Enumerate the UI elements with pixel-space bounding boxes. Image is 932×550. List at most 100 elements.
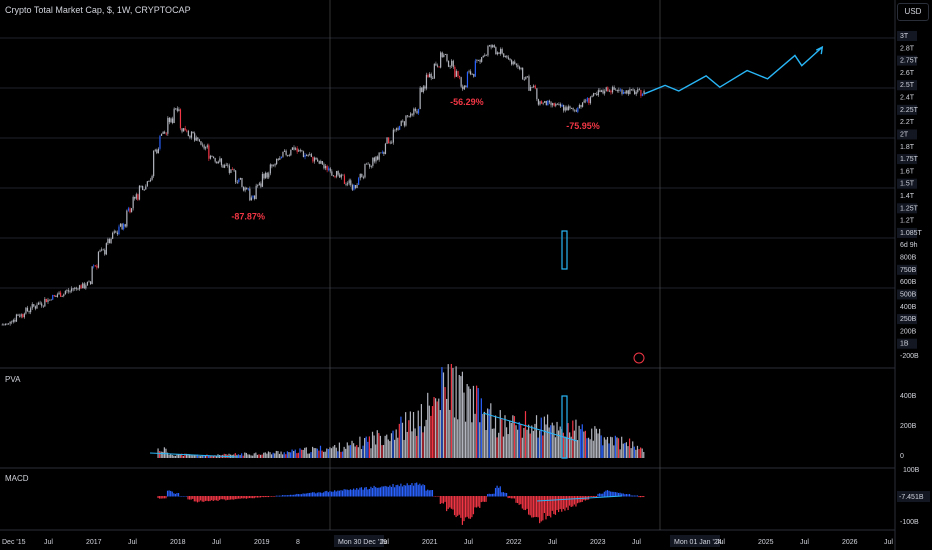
price-candle [231, 169, 234, 171]
price-candle [370, 165, 372, 167]
price-candle [622, 92, 625, 94]
volume-bar [624, 443, 626, 458]
volume-bar [605, 439, 607, 458]
price-tick-box-8 [897, 129, 917, 140]
price-candle [228, 165, 230, 173]
price-candle [186, 130, 188, 132]
price-candle [413, 108, 415, 115]
macd-bar [269, 496, 271, 497]
price-candle [148, 181, 150, 182]
price-candle [487, 46, 489, 56]
macd-bar [215, 496, 218, 501]
price-tick-20: 600B [900, 279, 917, 286]
volume-bar [491, 428, 493, 458]
macd-bar [357, 489, 359, 497]
volume-bar [384, 435, 386, 458]
price-candle [272, 165, 275, 167]
price-candle [586, 98, 588, 102]
volume-bar [250, 455, 252, 458]
price-candle [481, 57, 483, 62]
macd-bar [517, 496, 519, 504]
macd-bar [225, 496, 227, 501]
macd-bar [280, 495, 282, 497]
macd-bar [635, 495, 637, 497]
volume-bar [168, 454, 170, 458]
volume-bar [510, 422, 512, 458]
macd-bar [222, 496, 224, 500]
currency-button[interactable]: USD [897, 3, 929, 21]
volume-bar [457, 419, 459, 458]
volume-bar [302, 449, 304, 458]
price-candle [564, 107, 566, 111]
price-candle [283, 150, 286, 152]
price-candle [386, 137, 388, 144]
macd-bar [567, 496, 569, 511]
price-candle [558, 104, 560, 105]
macd-bar [381, 486, 383, 497]
price-candle [164, 131, 166, 134]
price-candle [556, 103, 558, 105]
volume-bar [551, 422, 553, 458]
price-candle [72, 288, 74, 290]
volume-bar [587, 437, 590, 458]
price-candle [375, 156, 377, 162]
price-candle [271, 164, 273, 167]
volume-bar [636, 445, 639, 458]
macd-bar [613, 491, 615, 497]
volume-bar [537, 437, 539, 458]
volume-bar [531, 425, 533, 458]
price-candle [25, 307, 27, 314]
price-candle [75, 287, 77, 289]
volume-bar [357, 447, 359, 458]
volume-bar [435, 398, 437, 458]
volume-bar [310, 452, 312, 458]
price-candle [302, 151, 305, 157]
price-candle [484, 54, 486, 56]
macd-bar [368, 488, 370, 497]
price-candle [638, 89, 640, 91]
macd-bar [625, 494, 628, 497]
macd-bar [214, 496, 216, 501]
time-tick-box-8 [334, 535, 384, 547]
price-candle [290, 149, 292, 156]
price-candle [347, 183, 349, 185]
price-candle [414, 108, 417, 111]
macd-bar [630, 495, 632, 497]
price-candle [233, 169, 235, 171]
volume-bar [602, 445, 604, 458]
price-candle [383, 151, 385, 155]
price-candle [526, 76, 528, 78]
price-candle [159, 135, 161, 149]
volume-bar [517, 429, 519, 458]
price-candle [402, 120, 404, 122]
price-candle [312, 157, 314, 162]
macd-bar [548, 496, 550, 516]
price-candle [211, 155, 213, 157]
price-tick-22: 400B [900, 304, 917, 311]
price-tick-23: 250B [900, 316, 917, 323]
volume-bar [474, 413, 476, 458]
volume-bar [162, 451, 164, 458]
volume-bar [211, 456, 213, 458]
price-candle [427, 74, 429, 78]
price-candle [220, 158, 223, 166]
macd-bar [449, 496, 451, 508]
macd-bar [606, 490, 609, 497]
price-candle [488, 45, 491, 47]
price-candle [410, 113, 412, 117]
price-candle [525, 76, 527, 80]
macd-bar [285, 495, 287, 497]
macd-bar [307, 493, 309, 497]
volume-bar [430, 415, 432, 458]
volume-bar [386, 434, 388, 458]
macd-bar [241, 496, 243, 499]
price-candle [359, 173, 361, 179]
macd-bar [195, 496, 197, 502]
volume-bar [330, 448, 333, 458]
volume-bar [170, 454, 172, 458]
volume-bar [241, 453, 243, 458]
volume-bar [444, 387, 446, 458]
volume-bar [308, 453, 311, 458]
